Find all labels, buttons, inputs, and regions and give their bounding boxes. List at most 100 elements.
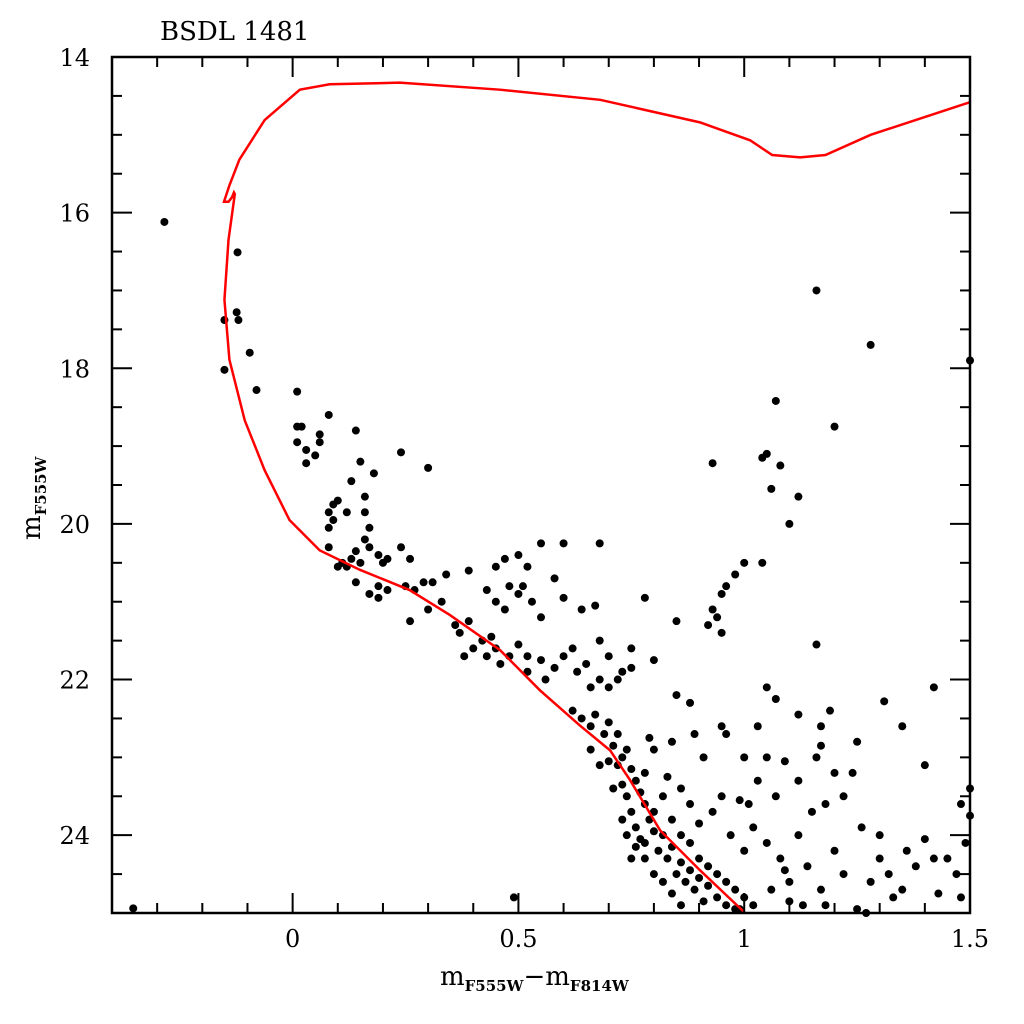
- data-point: [523, 562, 532, 571]
- data-point: [726, 831, 735, 840]
- data-point: [929, 683, 938, 692]
- data-point: [717, 628, 726, 637]
- data-point: [523, 652, 532, 661]
- data-point: [794, 492, 803, 501]
- data-point: [667, 737, 676, 746]
- data-point: [875, 854, 884, 863]
- data-point: [586, 683, 595, 692]
- data-point: [523, 667, 532, 676]
- data-point: [672, 691, 681, 700]
- data-point: [595, 675, 604, 684]
- data-point: [600, 730, 609, 739]
- data-point: [690, 885, 699, 894]
- data-point: [704, 862, 713, 871]
- data-point: [816, 722, 825, 731]
- data-point: [816, 741, 825, 750]
- data-point: [943, 854, 952, 863]
- data-point: [374, 551, 383, 560]
- data-point: [609, 784, 618, 793]
- data-point: [812, 286, 821, 295]
- data-point: [160, 217, 169, 226]
- data-point: [880, 697, 889, 706]
- data-point: [735, 796, 744, 805]
- data-point: [794, 710, 803, 719]
- data-point: [884, 870, 893, 879]
- data-point: [577, 714, 586, 723]
- data-point: [749, 901, 758, 910]
- data-point: [830, 768, 839, 777]
- data-point: [365, 523, 374, 532]
- data-point: [771, 396, 780, 405]
- data-point: [952, 870, 961, 879]
- data-point: [934, 889, 943, 898]
- data-point: [568, 706, 577, 715]
- data-point: [956, 893, 965, 902]
- data-point: [672, 617, 681, 626]
- data-point: [627, 807, 636, 816]
- data-point: [356, 558, 365, 567]
- data-point: [780, 757, 789, 766]
- data-point: [374, 582, 383, 591]
- data-point: [537, 539, 545, 548]
- data-point: [785, 897, 794, 906]
- data-point: [347, 477, 356, 486]
- data-point: [911, 862, 920, 871]
- data-point: [559, 539, 568, 548]
- data-point: [785, 877, 794, 886]
- data-point: [514, 589, 523, 598]
- data-point: [649, 807, 658, 816]
- data-point: [347, 554, 356, 563]
- data-point: [920, 761, 929, 770]
- data-point: [722, 582, 731, 591]
- x-label-m1: m: [440, 962, 465, 992]
- data-point: [500, 554, 509, 563]
- data-point: [767, 885, 776, 894]
- data-point: [550, 574, 559, 583]
- data-point: [658, 792, 667, 801]
- data-point: [640, 593, 649, 602]
- y-tick-label: 16: [59, 200, 90, 228]
- data-point: [649, 827, 658, 836]
- data-point: [604, 683, 613, 692]
- data-point: [812, 753, 821, 762]
- data-point: [663, 854, 672, 863]
- data-point: [798, 901, 807, 910]
- data-point: [713, 613, 722, 622]
- data-point: [613, 675, 622, 684]
- data-point: [848, 768, 857, 777]
- data-point: [731, 885, 740, 894]
- data-point: [753, 722, 762, 731]
- data-point: [573, 667, 582, 676]
- data-point: [713, 893, 722, 902]
- data-point: [961, 838, 970, 847]
- data-point: [509, 893, 518, 902]
- data-point: [537, 656, 545, 665]
- data-point: [762, 683, 771, 692]
- data-point: [699, 753, 708, 762]
- data-point: [537, 613, 545, 622]
- data-point: [505, 582, 514, 591]
- data-point: [527, 597, 536, 606]
- data-point: [699, 897, 708, 906]
- data-point: [902, 846, 911, 855]
- data-point: [794, 776, 803, 785]
- data-point: [686, 866, 695, 875]
- data-point: [695, 873, 704, 882]
- data-point: [956, 800, 965, 809]
- data-point: [830, 422, 839, 431]
- data-point: [929, 854, 938, 863]
- data-point: [717, 722, 726, 731]
- data-point: [491, 562, 500, 571]
- data-point: [676, 858, 685, 867]
- data-point: [649, 870, 658, 879]
- data-point: [695, 854, 704, 863]
- y-axis-label: mF555W: [17, 455, 50, 540]
- data-point: [469, 644, 478, 653]
- data-point: [622, 792, 631, 801]
- data-point: [397, 448, 406, 457]
- data-point: [794, 831, 803, 840]
- data-point: [500, 605, 509, 614]
- data-point: [704, 881, 713, 890]
- data-point: [464, 566, 473, 575]
- data-point: [663, 772, 672, 781]
